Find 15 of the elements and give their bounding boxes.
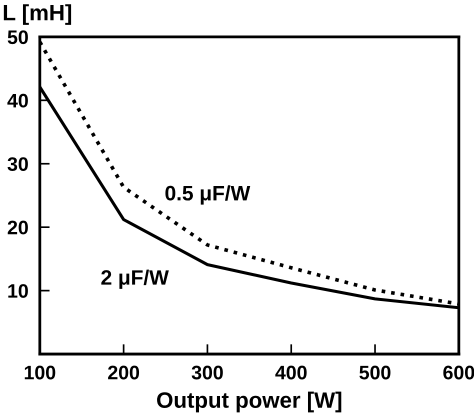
y-tick-label: 50 [8,30,28,44]
series-label: 0.5 μF/W [165,185,250,205]
y-tick-label: 40 [7,94,28,108]
x-tick-label: 600 [443,366,474,380]
x-tick-label: 200 [108,366,140,380]
x-tick-label: 400 [275,366,307,380]
y-tick-label: 30 [8,157,28,172]
x-axis-title: Output power [W] [157,392,342,412]
y-tick-label: 10 [8,284,28,298]
x-tick-label: 100 [24,366,56,380]
series-label: 2 μF/W [101,270,169,289]
y-tick-label: 20 [8,220,28,234]
y-axis-title: L [mH] [4,4,72,25]
x-tick-label: 500 [359,366,390,380]
x-tick-label: 300 [192,366,223,380]
